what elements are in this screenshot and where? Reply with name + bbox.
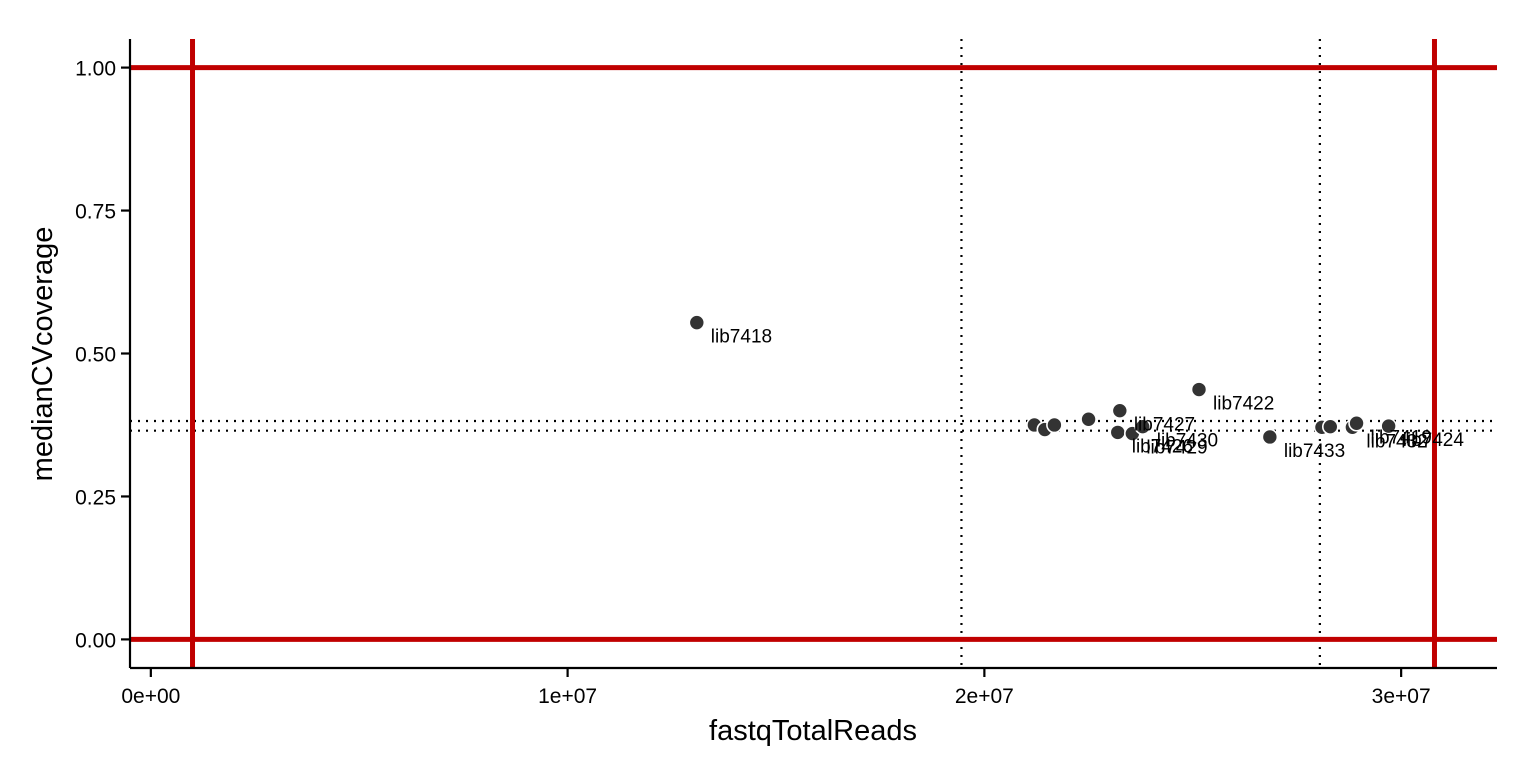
point-label: lib7433 [1284,441,1345,462]
threshold-lines [130,39,1497,668]
y-axis-title: medianCVcoverage [27,227,59,482]
point-label: lib7429 [1146,438,1207,459]
point-label: lib7430 [1157,431,1218,452]
point-label: lib7432 [1366,431,1427,452]
data-point [1134,418,1152,435]
data-point [1321,418,1339,435]
data-point [1348,414,1365,432]
data-points [688,314,1397,446]
x-tick-label: 2e+07 [955,685,1014,708]
point-label: lib7422 [1213,394,1274,415]
point-label: lib7418 [711,327,772,348]
point-label: lib7419 [1371,427,1432,448]
data-point [1046,416,1063,434]
point-label: lib7427 [1134,415,1195,436]
y-tick-label: 1.00 [75,58,116,81]
data-point [1261,428,1279,446]
y-tick-label: 0.00 [75,629,116,652]
data-point [688,314,706,331]
dotted-reference-lines [130,39,1497,668]
data-point [1190,381,1208,398]
x-axis-title: fastqTotalReads [709,715,917,747]
point-labels: lib7418lib7422lib7427lib7426lib7429lib74… [711,327,1465,462]
data-point [1380,417,1397,435]
point-label: lib7424 [1403,430,1465,451]
data-point [1080,410,1097,428]
y-tick-label: 0.75 [75,201,116,224]
y-tick-label: 0.50 [75,344,116,367]
axes: 0.00 0.25 0.50 0.75 1.00 0e+00 1e+07 2e+07 3e+07 [75,39,1497,708]
y-tick-label: 0.25 [75,486,116,509]
data-point [1109,424,1127,441]
point-label: lib7426 [1132,436,1193,457]
data-point [1111,402,1129,419]
x-tick-label: 3e+07 [1372,685,1431,708]
x-tick-label: 1e+07 [538,685,597,708]
x-tick-label: 0e+00 [121,685,180,708]
